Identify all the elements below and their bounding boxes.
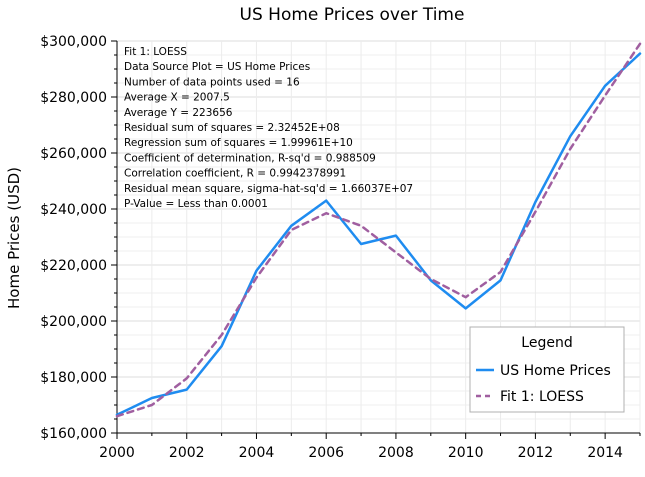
legend-title: Legend [521,335,572,351]
y-tick-labels: $160,000 $180,000 $200,000 $220,000 $240,000… [40,34,107,442]
y-axis-label: Home Prices (USD) [5,167,23,309]
stats-line: Regression sum of squares = 1.99961E+10 [124,137,353,149]
stats-box: Fit 1: LOESS Data Source Plot = US Home P… [124,46,413,210]
y-tick-label: $160,000 [40,426,107,442]
stats-line: Number of data points used = 16 [124,76,300,88]
x-tick-label: 2008 [378,445,414,461]
x-tick-label: 2000 [99,445,135,461]
series-line-us-home-prices [115,52,642,417]
y-tick-label: $180,000 [40,370,107,386]
stats-line: Residual sum of squares = 2.32452E+08 [124,122,340,134]
x-tick-label: 2012 [518,445,554,461]
legend-box [469,326,625,413]
y-tick-label: $200,000 [40,314,107,330]
stats-line: Residual mean square, sigma-hat-sq'd = 1… [124,183,413,195]
y-tick-label: $280,000 [40,90,107,106]
legend-label-fit-loess: Fit 1: LOESS [500,389,584,405]
x-tick-label: 2002 [169,445,205,461]
stats-line: Fit 1: LOESS [124,46,187,58]
axes [111,40,641,439]
grid [116,40,641,434]
stats-line: Average X = 2007.5 [124,92,230,104]
stats-line: Coefficient of determination, R-sq'd = 0… [124,152,376,164]
x-tick-labels: 2000 2002 2004 2006 2008 2010 2012 2014 [99,445,623,461]
x-tick-label: 2014 [587,445,623,461]
y-tick-label: $240,000 [40,202,107,218]
stats-line: P-Value = Less than 0.0001 [124,198,268,210]
legend-label-us-home-prices: US Home Prices [500,363,611,379]
stats-line: Average Y = 223656 [124,107,233,119]
stats-line: Data Source Plot = US Home Prices [124,61,310,73]
y-tick-label: $260,000 [40,146,107,162]
x-tick-label: 2004 [239,445,275,461]
y-tick-label: $300,000 [40,34,107,50]
x-tick-label: 2010 [448,445,484,461]
x-tick-label: 2006 [308,445,344,461]
series-group [115,42,642,418]
legend: Legend US Home Prices Fit 1: LOESS [469,326,625,413]
chart-title: US Home Prices over Time [240,5,465,25]
stats-line: Correlation coefficient, R = 0.994237899… [124,168,346,180]
y-tick-label: $220,000 [40,258,107,274]
